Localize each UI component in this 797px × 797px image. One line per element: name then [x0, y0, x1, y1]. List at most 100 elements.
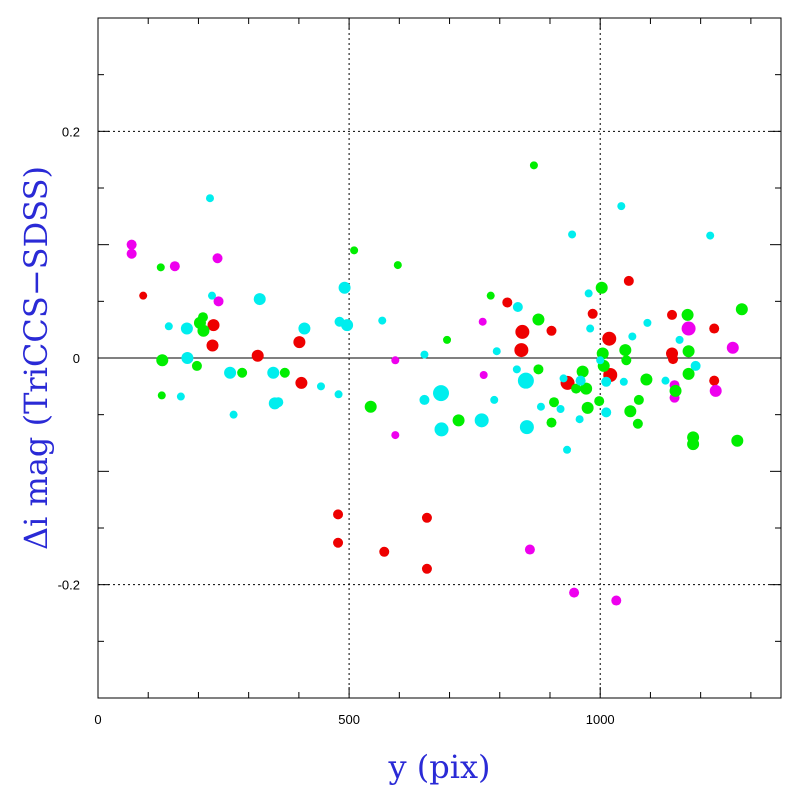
red-data-point	[514, 343, 529, 358]
red-data-point	[709, 375, 720, 386]
cyan-data-point	[420, 350, 429, 359]
cyan-data-point	[176, 392, 185, 401]
tick-labels: 0 500 1000 -0.2 0 0.2	[58, 124, 615, 727]
green-data-point	[581, 401, 594, 414]
cyan-data-point	[419, 394, 430, 405]
green-data-point	[393, 261, 402, 270]
cyan-data-point	[559, 374, 568, 383]
green-data-point	[682, 345, 695, 358]
red-data-point	[379, 546, 390, 557]
axis-ticks	[97, 18, 781, 698]
cyan-data-point	[568, 230, 577, 239]
magenta-data-point	[391, 431, 400, 440]
red-data-point	[207, 319, 220, 332]
magenta-data-point	[126, 248, 137, 259]
cyan-data-point	[706, 231, 715, 240]
green-data-point	[156, 354, 169, 367]
cyan-data-point	[512, 365, 521, 374]
green-data-point	[735, 303, 748, 316]
magenta-data-point	[726, 341, 739, 354]
red-data-point	[667, 309, 678, 320]
cyan-data-point	[536, 402, 545, 411]
green-data-point	[191, 360, 202, 371]
magenta-data-point	[681, 321, 696, 336]
green-data-point	[197, 324, 210, 337]
magenta-data-point	[391, 356, 400, 365]
cyan-data-point	[619, 377, 628, 386]
magenta-data-point	[212, 253, 223, 264]
x-axis-label: y (pix)	[388, 748, 491, 786]
magenta-data-point	[213, 296, 224, 307]
cyan-data-point	[512, 302, 523, 312]
y-tick-label: -0.2	[58, 578, 80, 593]
cyan-data-point	[180, 322, 193, 335]
green-data-point	[681, 308, 694, 321]
cyan-data-point	[628, 332, 637, 341]
plot-frame	[97, 17, 782, 699]
x-tick-label: 500	[338, 712, 360, 727]
green-data-point	[571, 383, 582, 394]
cyan-data-point	[316, 382, 325, 391]
green-data-point	[640, 373, 653, 386]
cyan-data-point	[575, 415, 584, 424]
green-data-point	[156, 263, 165, 272]
green-data-point	[682, 367, 695, 380]
cyan-data-point	[690, 360, 701, 371]
green-data-point	[237, 367, 248, 378]
y-tick-label: 0	[73, 351, 80, 366]
cyan-data-point	[584, 289, 593, 298]
red-data-point	[502, 297, 513, 308]
data-points	[126, 161, 748, 606]
cyan-data-point	[617, 202, 626, 211]
red-data-point	[295, 376, 308, 389]
green-data-point	[279, 367, 290, 378]
green-data-point	[576, 365, 589, 378]
green-data-point	[632, 418, 643, 429]
magenta-data-point	[569, 587, 580, 598]
red-data-point	[139, 291, 148, 300]
red-data-point	[333, 537, 344, 548]
magenta-data-point	[169, 261, 180, 272]
cyan-data-point	[433, 385, 450, 402]
magenta-data-point	[478, 317, 487, 326]
red-data-point	[206, 339, 219, 352]
cyan-data-point	[575, 375, 586, 386]
cyan-data-point	[224, 366, 237, 379]
magenta-data-point	[524, 544, 535, 555]
green-data-point	[731, 434, 744, 447]
magenta-data-point	[126, 239, 137, 250]
green-data-point	[452, 414, 465, 427]
green-data-point	[633, 394, 644, 405]
green-data-point	[595, 281, 608, 294]
green-data-point	[580, 382, 593, 395]
green-data-point	[197, 312, 208, 323]
magenta-data-point	[479, 371, 488, 379]
red-data-point	[668, 354, 679, 365]
cyan-data-point	[490, 395, 499, 404]
cyan-data-point	[434, 422, 449, 437]
x-tick-label: 1000	[586, 712, 615, 727]
red-data-point	[709, 323, 720, 334]
red-data-point	[251, 349, 264, 362]
green-data-point	[529, 161, 538, 170]
green-data-point	[443, 335, 452, 344]
cyan-data-point	[338, 281, 351, 294]
green-data-point	[350, 246, 359, 255]
cyan-data-point	[556, 405, 565, 413]
cyan-data-point	[586, 324, 595, 333]
cyan-data-point	[563, 445, 572, 454]
cyan-data-point	[601, 407, 612, 418]
cyan-data-point	[229, 410, 238, 419]
cyan-data-point	[519, 420, 534, 435]
green-data-point	[157, 391, 166, 400]
x-tick-label: 0	[94, 712, 101, 727]
cyan-data-point	[378, 316, 387, 325]
cyan-data-point	[267, 366, 280, 379]
cyan-data-point	[601, 376, 612, 387]
green-data-point	[621, 355, 632, 366]
magenta-data-point	[611, 595, 622, 606]
green-data-point	[594, 396, 605, 407]
cyan-data-point	[253, 293, 266, 306]
cyan-data-point	[181, 352, 194, 364]
